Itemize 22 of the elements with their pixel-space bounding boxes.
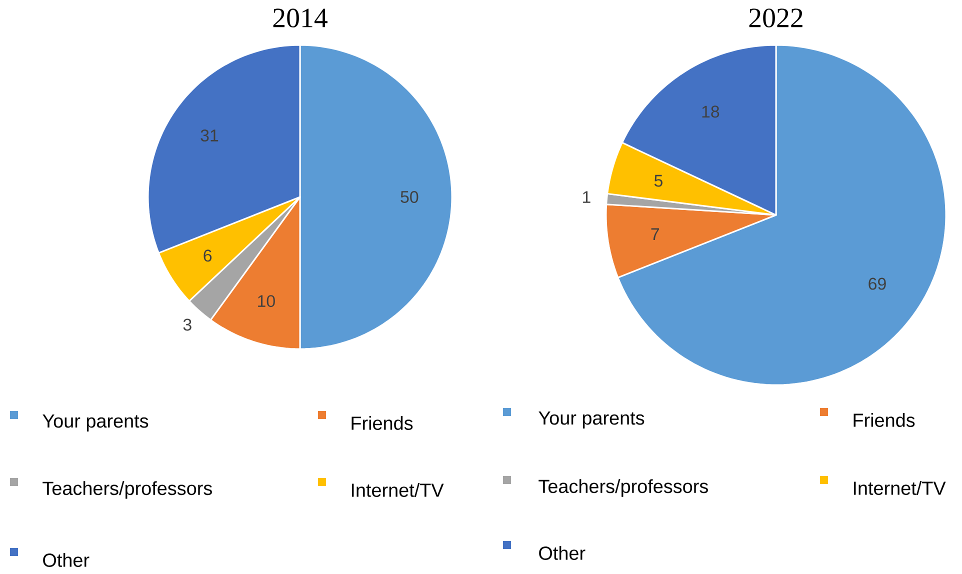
legend-label: Your parents: [42, 414, 148, 432]
data-label: 6: [204, 250, 212, 262]
data-label: 5: [654, 174, 662, 187]
legend-label: Friends: [854, 413, 915, 427]
legend-label: Internet/TV: [352, 483, 444, 497]
legend-label: Other: [43, 553, 90, 567]
legend-label: Friends: [352, 416, 413, 430]
data-label: 1: [583, 191, 590, 203]
data-label: 3: [183, 318, 192, 331]
chart-title: 2022: [749, 8, 802, 28]
data-label: 10: [258, 295, 275, 308]
data-label: 69: [868, 278, 886, 290]
legend-label: Teachers/professors: [538, 479, 708, 497]
chart-title: 2014: [273, 8, 328, 28]
legend-label: Other: [539, 546, 586, 560]
legend-label: Teachers/professors: [42, 481, 212, 499]
data-label: 31: [200, 129, 218, 142]
legend-label: Internet/TV: [854, 481, 946, 495]
data-label: 18: [702, 106, 720, 118]
data-label: 7: [651, 228, 659, 240]
data-label: 50: [400, 191, 418, 203]
legend-label: Your parents: [538, 412, 644, 428]
